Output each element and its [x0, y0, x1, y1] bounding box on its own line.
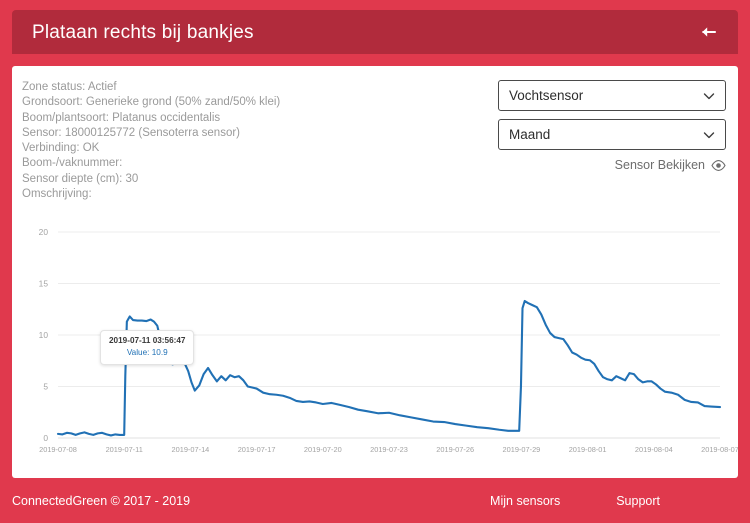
sensor-type-value: Vochtsensor [509, 88, 584, 103]
info-omschrijving: Omschrijving: [22, 188, 92, 201]
svg-text:2019-08-01: 2019-08-01 [569, 445, 607, 454]
eye-icon [711, 159, 726, 171]
svg-text:2019-07-23: 2019-07-23 [370, 445, 408, 454]
svg-text:20: 20 [39, 227, 49, 237]
page-footer: ConnectedGreen © 2017 - 2019 Mijn sensor… [0, 478, 750, 523]
info-grondsoort: Grondsoort: Generieke grond (50% zand/50… [22, 96, 281, 109]
sensor-detail-card: Zone status: Actief Grondsoort: Generiek… [12, 66, 738, 478]
svg-text:2019-07-20: 2019-07-20 [304, 445, 342, 454]
view-sensor-label: Sensor Bekijken [614, 158, 705, 172]
svg-text:0: 0 [43, 433, 48, 443]
info-verbinding: Verbinding: OK [22, 142, 100, 155]
footer-copyright: ConnectedGreen © 2017 - 2019 [12, 493, 191, 508]
svg-text:2019-07-29: 2019-07-29 [502, 445, 540, 454]
footer-link-support[interactable]: Support [616, 493, 660, 508]
period-value: Maand [509, 127, 551, 142]
info-sensor-diepte: Sensor diepte (cm): 30 [22, 172, 139, 185]
svg-text:2019-08-04: 2019-08-04 [635, 445, 673, 454]
svg-text:2019-07-17: 2019-07-17 [238, 445, 276, 454]
info-plantsoort: Boom/plantsoort: Platanus occidentalis [22, 111, 221, 124]
sensor-info-block: Zone status: Actief Grondsoort: Generiek… [22, 80, 452, 202]
period-select[interactable]: Maand [498, 119, 726, 150]
page-title: Plataan rechts bij bankjes [32, 21, 254, 43]
footer-link-mijn-sensors[interactable]: Mijn sensors [490, 493, 561, 508]
back-button[interactable] [696, 20, 720, 44]
svg-text:10: 10 [39, 330, 49, 340]
svg-text:2019-07-08: 2019-07-08 [39, 445, 77, 454]
chart-series-line [56, 299, 722, 437]
info-vaknummer: Boom-/vaknummer: [22, 157, 123, 170]
chevron-down-icon [702, 89, 716, 103]
page-header: Plataan rechts bij bankjes [12, 10, 738, 54]
footer-links: Mijn sensors Support [490, 494, 660, 508]
view-sensor-link[interactable]: Sensor Bekijken [498, 158, 726, 172]
chart-y-axis-labels: 0 5 10 15 20 [39, 227, 49, 443]
chart-gridlines [58, 231, 720, 439]
svg-text:15: 15 [39, 279, 49, 289]
svg-text:2019-07-11: 2019-07-11 [106, 445, 143, 454]
svg-text:2019-07-26: 2019-07-26 [436, 445, 474, 454]
chart-controls: Vochtsensor Maand Sensor Bekijken [498, 80, 726, 172]
sensor-type-select[interactable]: Vochtsensor [498, 80, 726, 111]
arrow-left-icon [699, 23, 717, 41]
moisture-chart[interactable]: 0 5 10 15 20 2019-07-08 2019-07-11 2019-07-14 2… [12, 214, 738, 478]
info-sensor: Sensor: 18000125772 (Sensoterra sensor) [22, 126, 241, 139]
svg-text:2019-07-14: 2019-07-14 [171, 445, 209, 454]
svg-text:5: 5 [43, 382, 48, 392]
chart-x-axis-labels: 2019-07-08 2019-07-11 2019-07-14 2019-07-17… [39, 445, 738, 454]
svg-text:2019-08-07: 2019-08-07 [701, 445, 738, 454]
chevron-down-icon [702, 128, 716, 142]
info-zone-status: Zone status: Actief [22, 81, 117, 93]
